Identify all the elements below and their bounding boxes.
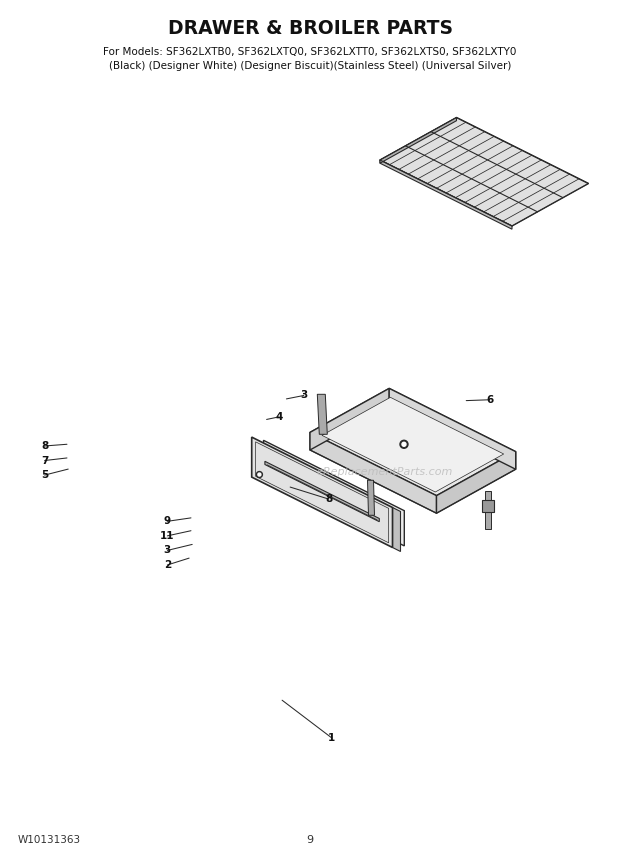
Text: W10131363: W10131363 [18,835,81,845]
Text: 8: 8 [325,494,332,504]
Polygon shape [310,389,516,496]
Circle shape [258,473,261,476]
Text: eReplacementParts.com: eReplacementParts.com [316,467,453,477]
Polygon shape [436,452,516,514]
Text: 2: 2 [164,560,171,570]
Polygon shape [264,440,404,546]
Text: (Black) (Designer White) (Designer Biscuit)(Stainless Steel) (Universal Silver): (Black) (Designer White) (Designer Biscu… [109,61,511,71]
Polygon shape [265,461,379,521]
Text: 3: 3 [300,390,308,401]
Polygon shape [322,397,503,492]
Polygon shape [310,389,389,450]
Polygon shape [317,395,327,434]
Polygon shape [380,117,456,163]
Polygon shape [310,432,436,514]
Circle shape [400,440,408,449]
Text: 5: 5 [41,470,48,480]
Text: 3: 3 [164,545,171,556]
Text: DRAWER & BROILER PARTS: DRAWER & BROILER PARTS [167,19,453,38]
Polygon shape [392,508,401,551]
Text: For Models: SF362LXTB0, SF362LXTQ0, SF362LXTT0, SF362LXTS0, SF362LXTY0: For Models: SF362LXTB0, SF362LXTQ0, SF36… [104,47,516,57]
Text: 9: 9 [306,835,314,845]
Polygon shape [252,437,392,548]
Text: 11: 11 [160,531,175,541]
Text: 8: 8 [41,441,48,451]
Polygon shape [482,500,494,512]
Polygon shape [389,389,516,469]
Text: 6: 6 [486,395,494,405]
Circle shape [402,443,406,446]
Text: 9: 9 [164,516,171,526]
Text: 4: 4 [275,412,283,422]
Polygon shape [368,480,374,515]
Polygon shape [380,160,512,229]
Polygon shape [380,117,588,226]
Text: 7: 7 [41,455,48,466]
Text: 1: 1 [328,733,335,743]
Circle shape [257,472,262,478]
Polygon shape [484,490,490,529]
